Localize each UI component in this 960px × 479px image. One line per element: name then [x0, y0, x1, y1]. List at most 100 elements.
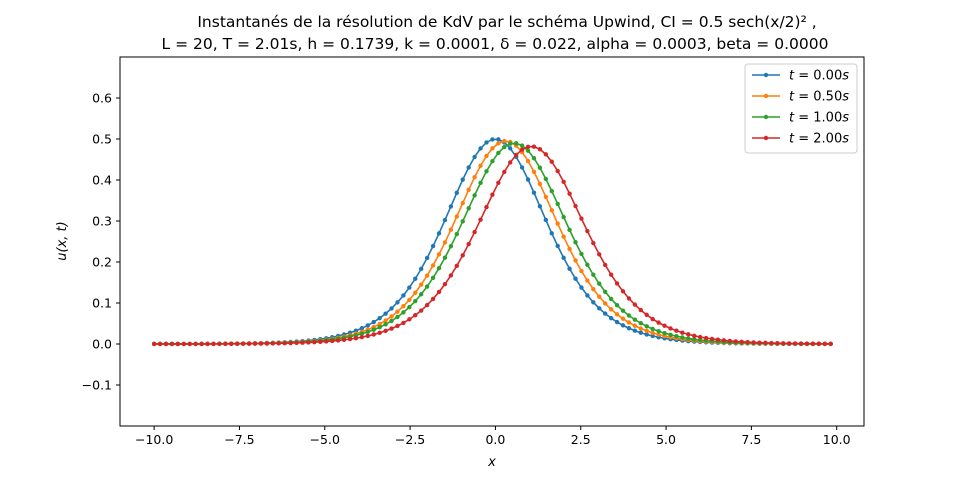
data-point	[496, 141, 501, 146]
data-point	[419, 292, 424, 297]
data-point	[347, 336, 353, 342]
data-point	[211, 341, 216, 347]
data-point	[567, 191, 572, 196]
data-point	[632, 323, 638, 328]
data-point	[430, 263, 436, 268]
data-point	[763, 340, 768, 346]
x-tick-label: −10.0	[135, 432, 173, 447]
data-point	[626, 313, 632, 318]
data-point	[555, 221, 560, 226]
data-point	[484, 204, 489, 210]
data-point	[537, 204, 543, 209]
data-point	[585, 278, 590, 283]
data-point	[448, 227, 454, 232]
data-point	[365, 333, 370, 339]
data-point	[614, 303, 620, 308]
data-point	[508, 146, 513, 151]
data-point	[549, 159, 554, 164]
data-point	[543, 194, 549, 200]
data-point	[597, 252, 602, 257]
data-point	[252, 341, 258, 346]
data-point	[656, 332, 661, 337]
y-tick-label: 0.1	[92, 296, 112, 311]
data-point	[454, 231, 460, 237]
chart-title-line-2: L = 20, T = 2.01s, h = 0.1739, k = 0.000…	[162, 35, 829, 53]
data-point	[430, 296, 436, 302]
data-point	[680, 330, 685, 335]
data-point	[692, 333, 697, 338]
data-point	[555, 243, 560, 249]
data-point	[401, 320, 406, 326]
data-point	[312, 339, 317, 345]
data-point	[650, 333, 655, 339]
data-point	[472, 154, 477, 160]
data-point	[674, 328, 679, 333]
data-point	[650, 326, 655, 332]
data-point	[781, 341, 786, 346]
data-point	[798, 341, 804, 346]
data-point	[472, 193, 477, 198]
legend-swatch-marker	[763, 114, 769, 120]
data-point	[591, 286, 596, 292]
data-point	[608, 296, 614, 302]
y-tick-label: 0.5	[92, 132, 112, 147]
data-point	[602, 289, 608, 294]
data-point	[478, 146, 483, 151]
data-point	[282, 340, 287, 346]
data-point	[733, 339, 738, 344]
data-point	[656, 320, 661, 325]
series-line	[154, 140, 831, 345]
x-tick-label: 7.5	[741, 432, 761, 447]
data-point	[484, 153, 489, 159]
data-point	[525, 144, 531, 149]
data-point	[555, 201, 560, 207]
data-point	[324, 339, 329, 344]
data-point	[353, 335, 359, 341]
data-point	[697, 334, 703, 340]
data-point	[579, 268, 584, 274]
data-point	[614, 281, 620, 286]
data-point	[329, 338, 335, 344]
data-point	[181, 341, 186, 347]
data-point	[436, 266, 442, 271]
data-point	[608, 307, 614, 312]
data-point	[620, 323, 626, 328]
data-point	[638, 330, 643, 335]
legend-swatch-marker	[763, 72, 769, 78]
data-point	[626, 296, 632, 301]
data-point	[549, 208, 554, 213]
data-point	[306, 340, 311, 345]
data-point	[413, 290, 418, 295]
data-point	[692, 337, 697, 342]
data-point	[454, 190, 460, 195]
data-point	[460, 177, 465, 182]
legend-label: t = 2.00s	[789, 132, 849, 147]
data-point	[424, 302, 430, 308]
legend-swatch-marker	[763, 135, 769, 141]
data-point	[608, 272, 614, 277]
data-point	[591, 300, 596, 305]
data-point	[680, 335, 685, 340]
data-point	[407, 285, 412, 290]
data-point	[484, 140, 489, 145]
data-point	[199, 341, 204, 347]
data-point	[377, 321, 382, 327]
data-point	[401, 310, 406, 315]
data-point	[543, 176, 549, 182]
data-point	[371, 332, 376, 337]
data-point	[620, 316, 626, 321]
data-point	[579, 285, 584, 290]
legend-swatch-marker	[763, 93, 769, 99]
data-point	[448, 244, 454, 249]
data-point	[235, 341, 240, 346]
data-point	[448, 273, 454, 278]
data-point	[436, 231, 442, 236]
data-point	[519, 143, 525, 148]
data-point	[442, 281, 448, 287]
data-point	[757, 340, 762, 345]
data-point	[650, 330, 655, 336]
data-point	[419, 308, 424, 313]
data-point	[484, 169, 489, 174]
data-point	[561, 234, 566, 239]
data-point	[395, 323, 400, 329]
